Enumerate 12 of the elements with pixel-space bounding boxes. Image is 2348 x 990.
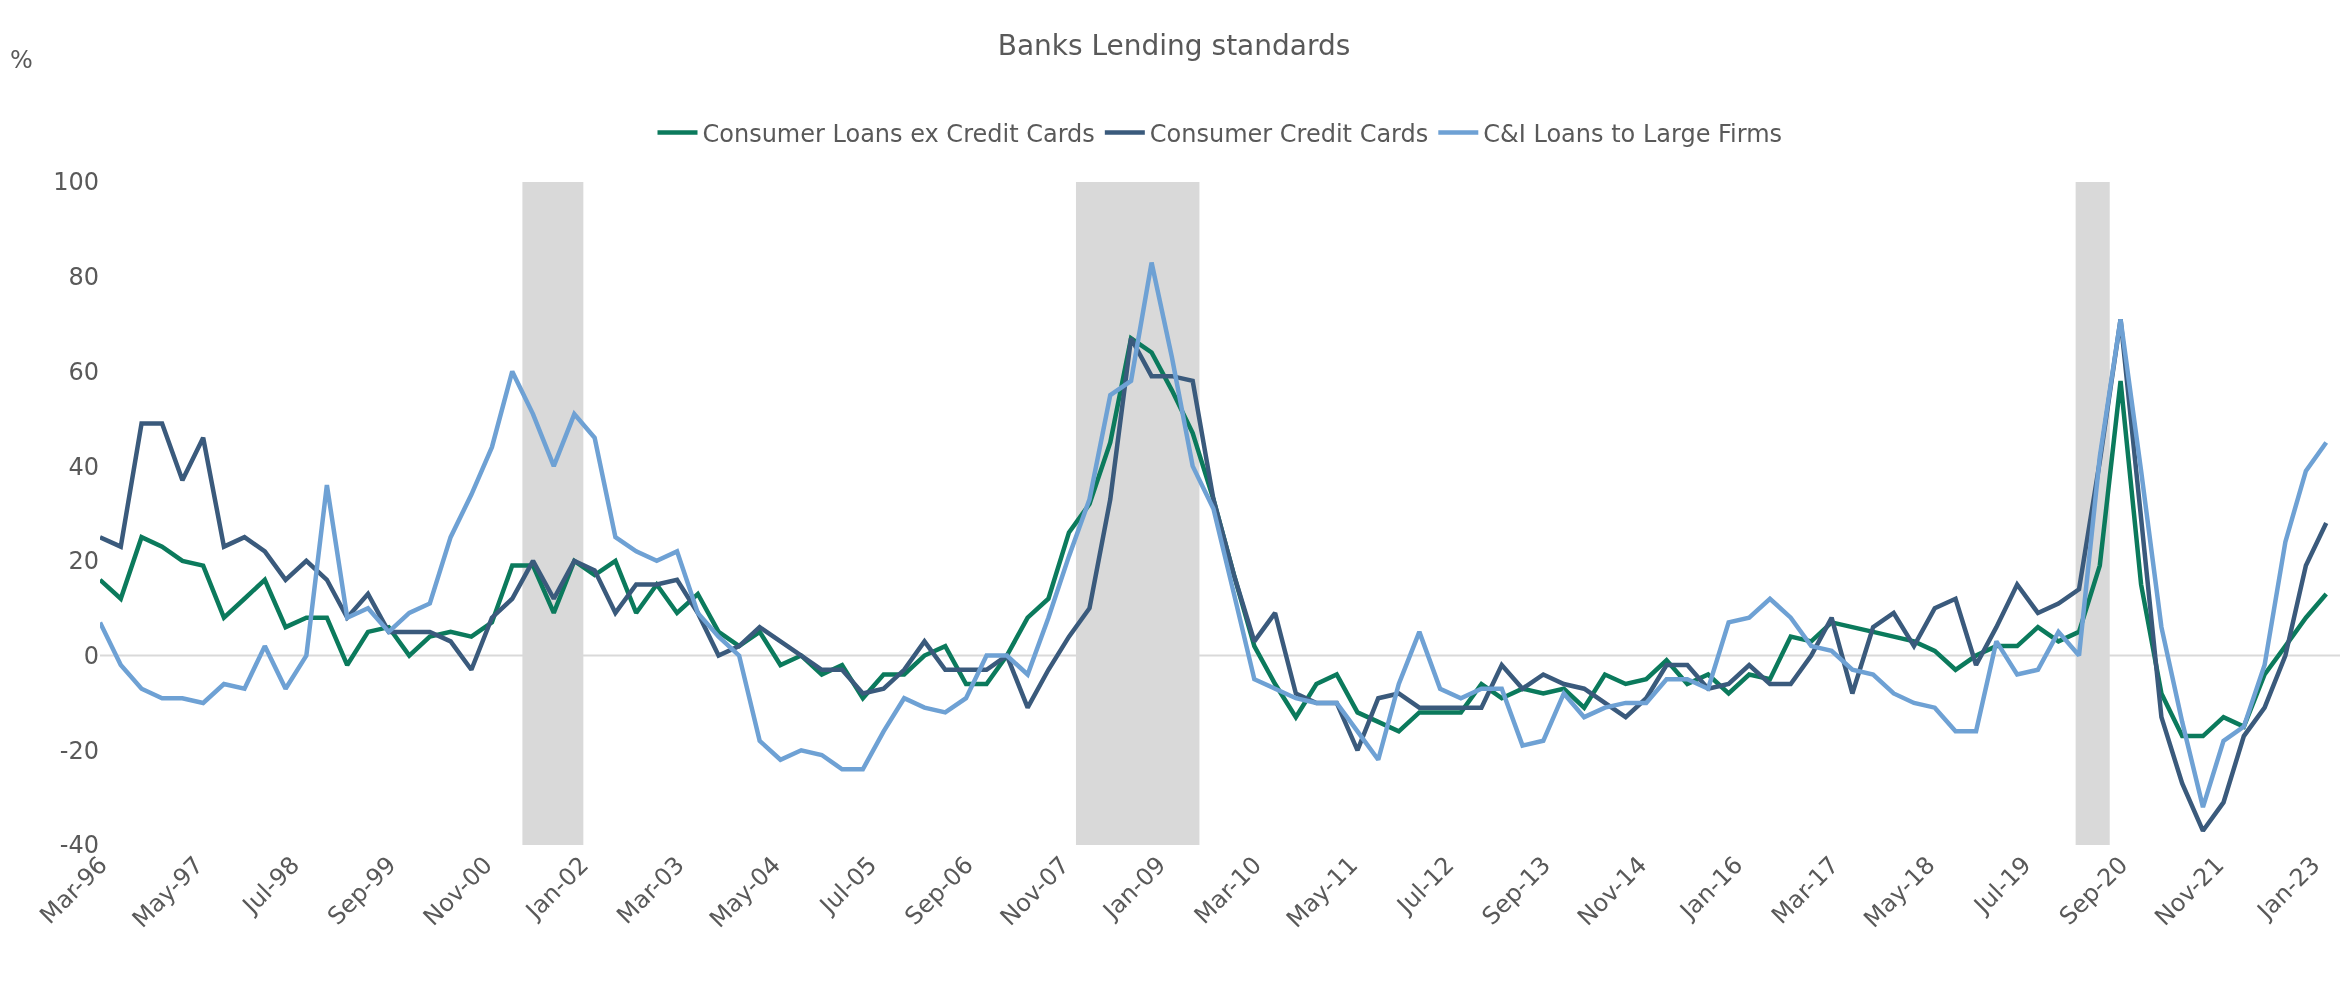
y-tick-label: 60 bbox=[68, 357, 99, 386]
y-tick-label: 100 bbox=[53, 168, 99, 197]
y-axis-title: % bbox=[10, 46, 33, 74]
legend-label: Consumer Loans ex Credit Cards bbox=[702, 119, 1095, 148]
y-tick-label: 20 bbox=[68, 547, 99, 576]
y-tick-label: -20 bbox=[59, 736, 99, 765]
legend-label: C&I Loans to Large Firms bbox=[1483, 119, 1783, 148]
y-tick-label: 0 bbox=[83, 641, 99, 670]
legend-label: Consumer Credit Cards bbox=[1149, 119, 1429, 148]
chart-title: Banks Lending standards bbox=[997, 28, 1351, 62]
y-tick-label: 40 bbox=[68, 452, 99, 481]
y-tick-label: 80 bbox=[68, 263, 99, 292]
